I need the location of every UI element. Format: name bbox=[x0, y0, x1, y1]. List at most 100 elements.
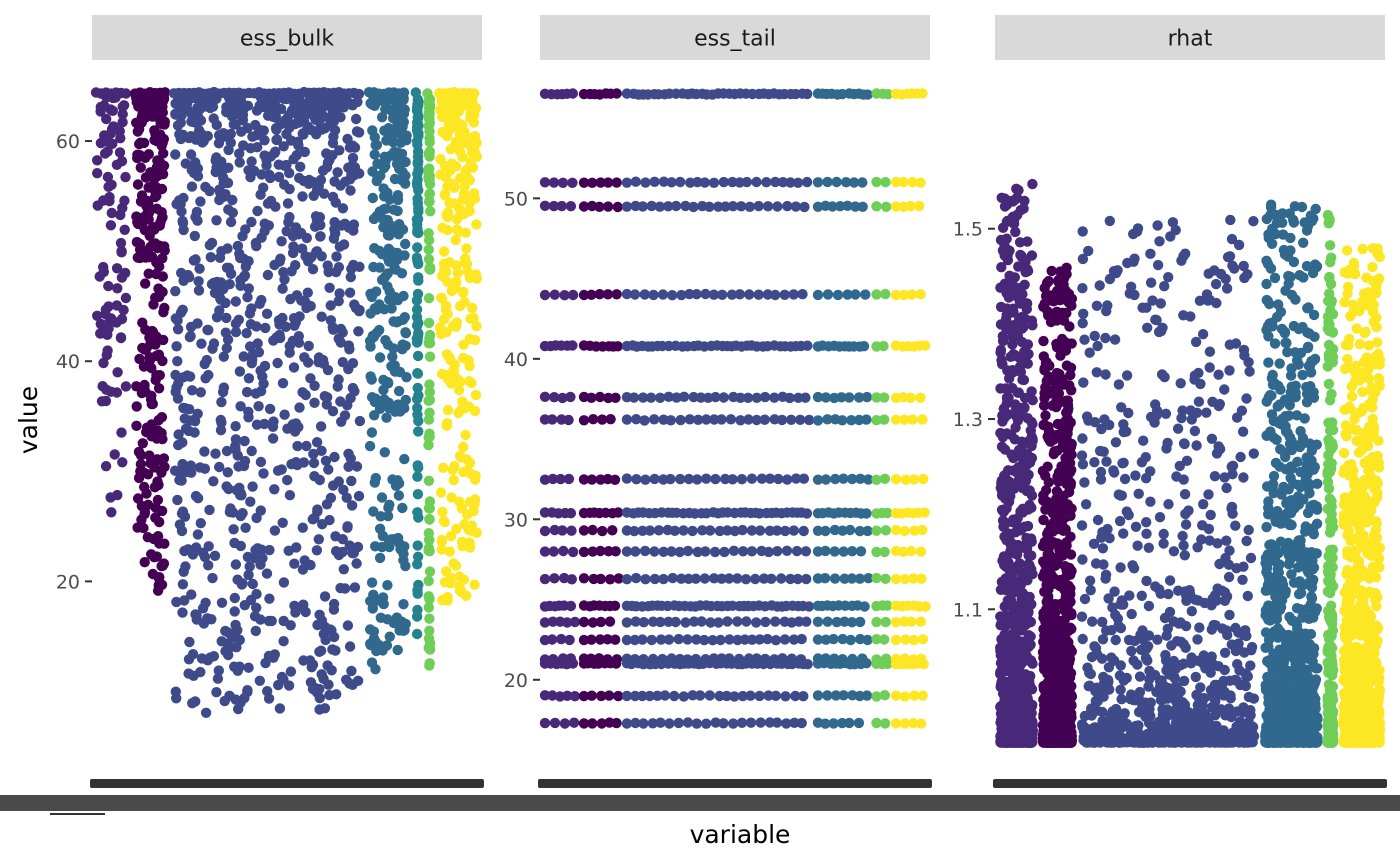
data-point bbox=[321, 625, 332, 636]
data-point bbox=[1002, 288, 1013, 300]
data-point bbox=[701, 473, 712, 484]
data-point bbox=[285, 666, 297, 677]
data-point bbox=[539, 391, 551, 402]
data-point bbox=[410, 87, 421, 98]
data-point bbox=[734, 289, 745, 300]
data-point bbox=[844, 524, 856, 536]
data-point bbox=[312, 183, 324, 194]
data-point bbox=[106, 507, 117, 518]
data-point bbox=[100, 395, 112, 407]
strip-ess_bulk bbox=[92, 15, 482, 60]
data-point bbox=[335, 582, 346, 594]
data-point bbox=[470, 389, 482, 401]
data-point bbox=[392, 122, 403, 133]
data-point bbox=[367, 330, 378, 342]
data-point bbox=[471, 151, 483, 162]
data-point bbox=[822, 289, 834, 300]
data-point bbox=[258, 468, 269, 479]
data-point bbox=[117, 109, 128, 120]
data-point bbox=[384, 631, 395, 642]
data-point bbox=[801, 616, 812, 627]
data-point bbox=[141, 343, 152, 354]
data-point bbox=[470, 334, 481, 346]
data-point bbox=[230, 434, 242, 445]
data-point bbox=[744, 289, 755, 300]
data-point bbox=[243, 283, 254, 294]
data-point bbox=[308, 448, 319, 460]
data-point bbox=[100, 461, 112, 472]
data-point bbox=[277, 517, 288, 528]
data-point bbox=[439, 264, 450, 276]
data-point bbox=[398, 174, 409, 185]
data-point bbox=[235, 401, 246, 412]
data-point bbox=[1109, 334, 1121, 345]
data-point bbox=[186, 385, 198, 396]
data-point bbox=[639, 545, 651, 557]
data-point bbox=[342, 620, 354, 631]
data-point bbox=[393, 490, 405, 501]
data-point bbox=[879, 546, 890, 558]
data-point bbox=[611, 88, 622, 99]
data-point bbox=[469, 88, 480, 99]
data-point bbox=[691, 718, 702, 729]
data-point bbox=[235, 510, 246, 522]
data-point bbox=[646, 634, 657, 646]
data-point bbox=[365, 98, 376, 109]
data-point bbox=[469, 579, 480, 590]
data-point bbox=[812, 690, 824, 701]
data-point bbox=[465, 313, 476, 324]
data-point bbox=[311, 545, 323, 556]
data-point bbox=[1047, 659, 1059, 670]
data-point bbox=[328, 631, 340, 643]
data-point bbox=[180, 561, 191, 572]
data-point bbox=[327, 137, 339, 149]
data-point bbox=[413, 206, 424, 217]
data-point bbox=[659, 690, 671, 701]
data-point bbox=[871, 201, 882, 212]
data-point bbox=[1005, 584, 1016, 596]
data-point bbox=[435, 104, 446, 116]
data-point bbox=[263, 693, 275, 704]
data-point bbox=[368, 213, 380, 225]
data-point bbox=[149, 134, 160, 146]
data-point bbox=[412, 198, 423, 209]
data-point bbox=[367, 192, 378, 204]
data-point bbox=[154, 370, 165, 381]
data-point bbox=[305, 300, 316, 312]
data-point bbox=[343, 461, 354, 472]
data-point bbox=[325, 300, 336, 311]
data-point bbox=[412, 350, 424, 362]
data-point bbox=[548, 546, 559, 557]
data-point bbox=[412, 180, 423, 191]
data-point bbox=[1010, 402, 1022, 414]
data-point bbox=[732, 616, 743, 627]
data-point bbox=[566, 574, 577, 585]
data-point bbox=[294, 104, 305, 116]
data-point bbox=[117, 101, 128, 112]
data-point bbox=[221, 343, 232, 354]
y-tick-label: 30 bbox=[504, 509, 528, 531]
data-point bbox=[467, 162, 479, 173]
data-point bbox=[569, 691, 581, 702]
data-point bbox=[398, 548, 409, 560]
data-point bbox=[879, 473, 891, 484]
data-point bbox=[1116, 694, 1127, 705]
data-point bbox=[351, 461, 363, 472]
data-point bbox=[905, 545, 917, 557]
data-point bbox=[549, 717, 561, 729]
data-point bbox=[253, 401, 264, 412]
data-point bbox=[678, 525, 689, 536]
data-point bbox=[637, 634, 648, 645]
data-point bbox=[316, 112, 327, 124]
data-point bbox=[438, 246, 450, 257]
data-point bbox=[369, 410, 380, 421]
data-point bbox=[779, 634, 791, 645]
data-point bbox=[621, 574, 633, 585]
data-point bbox=[99, 130, 110, 141]
data-point bbox=[567, 177, 578, 188]
data-point bbox=[1104, 215, 1116, 227]
data-point bbox=[558, 545, 569, 557]
data-point bbox=[423, 163, 434, 175]
data-point bbox=[221, 312, 232, 324]
data-point bbox=[424, 514, 435, 525]
